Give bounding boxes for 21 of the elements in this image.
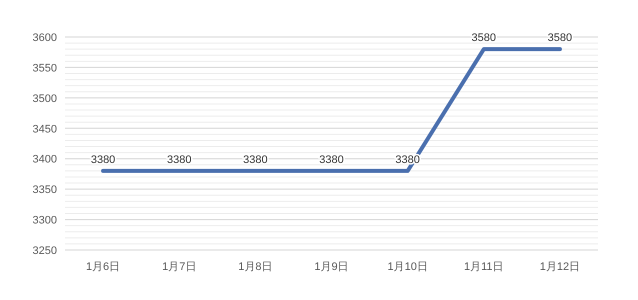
x-tick-label: 1月9日 (314, 261, 349, 273)
data-label: 3380 (166, 154, 192, 166)
data-label: 3380 (319, 154, 344, 166)
y-tick-label: 3250 (32, 245, 57, 257)
y-tick-label: 3500 (32, 92, 57, 105)
x-tick-label: 1月7日 (162, 261, 196, 273)
y-tick-label: 3450 (32, 123, 57, 136)
x-tick-label: 1月11日 (464, 261, 504, 273)
x-tick-label: 1月8日 (238, 261, 272, 273)
y-tick-label: 3300 (32, 214, 57, 227)
data-label: 3580 (548, 32, 572, 44)
data-label: 3380 (90, 154, 116, 166)
y-tick-label: 3550 (32, 62, 57, 74)
y-tick-label: 3400 (32, 154, 57, 166)
y-tick-label: 3350 (32, 184, 57, 196)
x-tick-label: 1月12日 (540, 261, 580, 273)
x-tick-label: 1月6日 (86, 261, 120, 273)
x-tick-label: 1月10日 (387, 261, 428, 273)
data-label: 3380 (243, 154, 268, 166)
y-tick-label: 3600 (32, 32, 57, 44)
data-label: 3580 (472, 32, 496, 44)
